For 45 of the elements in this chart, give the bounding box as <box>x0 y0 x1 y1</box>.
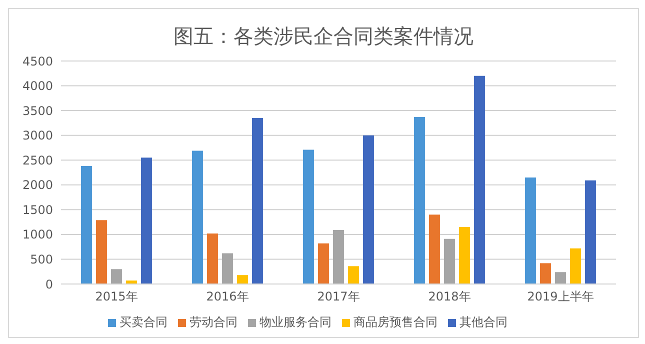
bar <box>192 150 203 284</box>
x-tick-label: 2019上半年 <box>527 290 594 304</box>
bar <box>444 238 455 284</box>
bar <box>362 135 374 284</box>
y-tick-label: 4000 <box>22 79 53 94</box>
bar <box>584 180 596 284</box>
y-tick-label: 4500 <box>22 54 53 68</box>
bar <box>252 118 263 284</box>
bar <box>554 272 566 284</box>
bar <box>332 230 344 284</box>
x-tick-label: 2016年 <box>206 290 249 304</box>
bar <box>110 269 122 284</box>
bar <box>474 76 485 284</box>
bar <box>540 263 551 284</box>
bar <box>96 220 107 284</box>
legend-label: 其他合同 <box>460 315 508 329</box>
y-tick-label: 1000 <box>22 228 53 242</box>
y-tick-label: 3500 <box>22 104 53 118</box>
y-tick-label: 2000 <box>22 178 53 192</box>
y-tick-label: 500 <box>30 252 53 266</box>
bar <box>428 214 440 284</box>
bar <box>140 158 152 284</box>
bar <box>222 253 233 284</box>
x-tick-label: 2017年 <box>317 290 360 304</box>
bar <box>570 248 581 284</box>
bar <box>236 275 248 284</box>
y-tick-label: 1500 <box>22 202 53 217</box>
bar <box>206 233 218 284</box>
y-tick-label: 2500 <box>22 153 53 168</box>
bar <box>414 117 425 284</box>
x-tick-label: 2018年 <box>428 290 471 304</box>
bar <box>348 266 359 284</box>
y-tick-label: 0 <box>45 277 53 292</box>
x-tick-label: 2015年 <box>95 290 138 304</box>
bar <box>318 243 329 284</box>
chart-title: 图五：各类涉民企合同类案件情况 <box>172 23 474 50</box>
bar <box>302 150 314 284</box>
legend-label: 劳动合同 <box>190 315 238 329</box>
bar <box>458 227 470 284</box>
legend-label: 买卖合同 <box>120 315 168 329</box>
y-tick-label: 3000 <box>22 128 53 143</box>
legend-label: 商品房预售合同 <box>354 315 438 329</box>
bar <box>80 166 92 284</box>
legend-label: 物业服务合同 <box>260 315 332 329</box>
bar <box>524 177 536 284</box>
